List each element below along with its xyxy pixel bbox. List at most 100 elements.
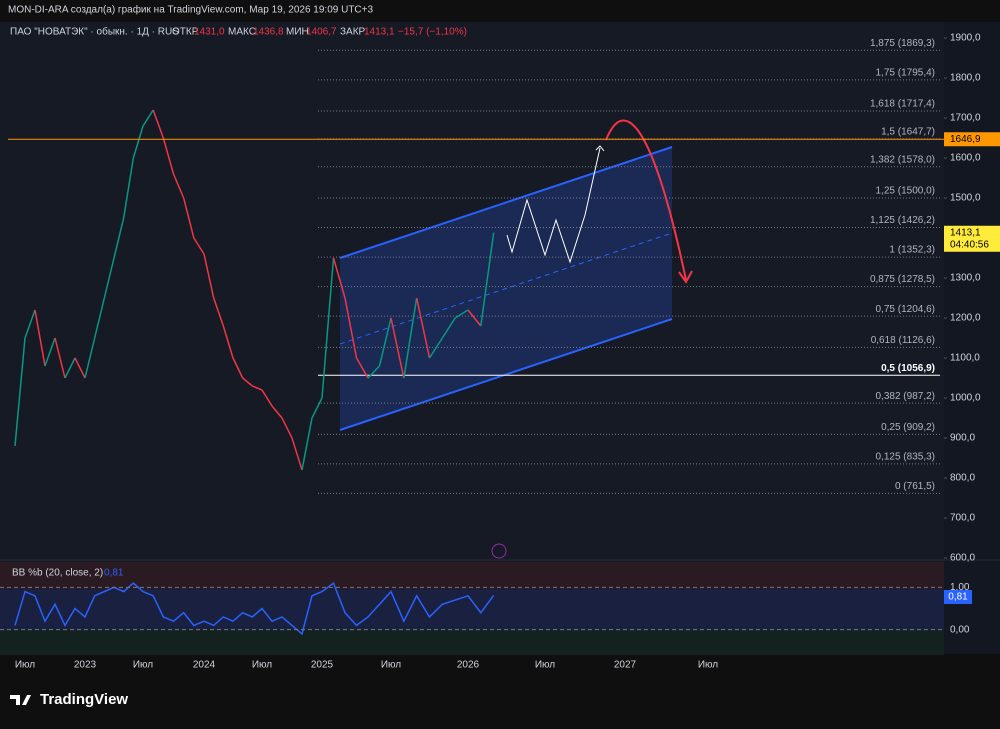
price-segment — [122, 157, 135, 219]
arrow-head — [595, 145, 605, 152]
price-segment — [252, 385, 263, 391]
header-text: MON-DI-ARA создал(а) график на TradingVi… — [8, 4, 373, 16]
open-label: ОТКР — [172, 27, 199, 38]
price-segment — [332, 257, 346, 299]
y-tick-label: 1600,0 — [950, 153, 981, 164]
fib-label: 1,75 (1795,4) — [876, 67, 936, 78]
y-tick-label: 1700,0 — [950, 113, 981, 124]
x-tick-label: Июл — [252, 660, 272, 671]
price-segment — [212, 297, 225, 327]
projection-up — [506, 147, 601, 264]
price-segment — [222, 325, 234, 359]
price-segment — [152, 109, 165, 139]
price-segment — [454, 309, 469, 319]
low: 1406,7 — [306, 27, 337, 38]
price-segment — [281, 417, 293, 439]
fib-label: 0,5 (1056,9) — [881, 363, 935, 374]
price-segment — [242, 377, 253, 387]
price-segment — [84, 337, 96, 379]
price-segment — [142, 109, 154, 127]
fib-label: 0,75 (1204,6) — [876, 304, 936, 315]
fib-label: 1,618 (1717,4) — [870, 99, 935, 110]
y-tick-label: 1900,0 — [950, 33, 981, 44]
x-tick-label: 2023 — [74, 660, 97, 671]
channel-bottom — [339, 318, 673, 431]
y-tick-label: 600,0 — [950, 553, 975, 564]
x-tick-label: Июл — [15, 660, 35, 671]
fib-levels: 1,875 (1869,3) 1,75 (1795,4) 1,618 (1717,4… — [318, 38, 940, 494]
price-segment — [378, 317, 392, 367]
channel-top — [339, 146, 673, 259]
x-tick-label: Июл — [698, 660, 718, 671]
bb-line — [14, 581, 495, 636]
indicator-tick-label: 1,00 — [950, 582, 970, 593]
price-segment — [467, 309, 482, 327]
chart-pane — [0, 22, 944, 654]
bb-mid-zone — [0, 589, 944, 630]
price-segment — [113, 217, 125, 259]
price-segment — [193, 237, 205, 255]
price-segment — [390, 317, 405, 379]
price-segment — [232, 357, 244, 379]
event-icon[interactable] — [491, 543, 507, 559]
high-label: МАКС — [228, 27, 256, 38]
price-segment — [24, 309, 36, 339]
symbol: ПАО "НОВАТЭК" · обыкн. · 1Д · RUS — [10, 26, 179, 38]
y-tick-label: 800,0 — [950, 473, 975, 484]
fib-label: 1,382 (1578,0) — [870, 154, 935, 165]
price-segment — [54, 337, 66, 379]
close: 1413,1 — [364, 27, 395, 38]
y-tick-label: 1500,0 — [950, 193, 981, 204]
price-segment — [321, 257, 335, 399]
price-segment — [132, 125, 144, 159]
price-scale — [944, 22, 1000, 654]
change: −15,7 (−1,10%) — [398, 27, 467, 38]
fib-label: 0,618 (1126,6) — [871, 335, 935, 346]
price-segment — [64, 357, 76, 379]
indicator-tick-label: 0,00 — [950, 624, 970, 635]
price-segment — [291, 437, 303, 471]
projection-down — [605, 119, 687, 281]
y-tick-label: 1300,0 — [950, 273, 981, 284]
price-segment — [344, 297, 358, 359]
fib-label: 1,875 (1869,3) — [870, 38, 935, 49]
y-tick-label: 1800,0 — [950, 73, 981, 84]
indicator-tag — [944, 590, 972, 604]
x-tick-label: Июл — [381, 660, 401, 671]
x-tick-label: 2027 — [614, 660, 637, 671]
price-segment — [93, 297, 106, 339]
axes: 1900,01800,01700,01600,01500,01400,01300… — [0, 33, 1000, 671]
logo: TradingView — [40, 691, 128, 708]
price-series — [14, 109, 495, 636]
last-price: 1413,1 — [950, 227, 981, 238]
indicator-value: 0,81 — [104, 568, 124, 579]
price-tag-text: 1646,9 — [950, 134, 981, 145]
price-segment — [403, 297, 418, 379]
x-tick-label: 2025 — [311, 660, 334, 671]
fib-label: 0,875 (1278,5) — [870, 274, 935, 285]
close-label: ЗАКР — [340, 27, 366, 38]
fib-label: 1,25 (1500,0) — [876, 186, 936, 197]
price-segment — [14, 337, 26, 447]
x-tick-label: 2024 — [193, 660, 216, 671]
indicator-tag-text: 0,81 — [948, 592, 968, 603]
price-segment — [34, 309, 46, 367]
logo-mark — [10, 695, 31, 705]
price-segment — [162, 137, 175, 175]
price-segment — [441, 317, 456, 339]
price-segment — [182, 197, 195, 239]
price-segment — [172, 173, 185, 199]
x-tick-label: 2026 — [457, 660, 480, 671]
price-segment — [271, 405, 283, 419]
price-segment — [428, 337, 443, 359]
bb-lower-zone — [0, 630, 944, 655]
price-segment — [311, 397, 323, 419]
y-tick-label: 900,0 — [950, 433, 975, 444]
price-segment — [203, 253, 215, 299]
fib-label: 0,382 (987,2) — [876, 391, 936, 402]
y-tick-label: 1100,0 — [950, 353, 980, 364]
fib-label: 1,5 (1647,7) — [881, 127, 935, 138]
x-tick-label: Июл — [133, 660, 153, 671]
